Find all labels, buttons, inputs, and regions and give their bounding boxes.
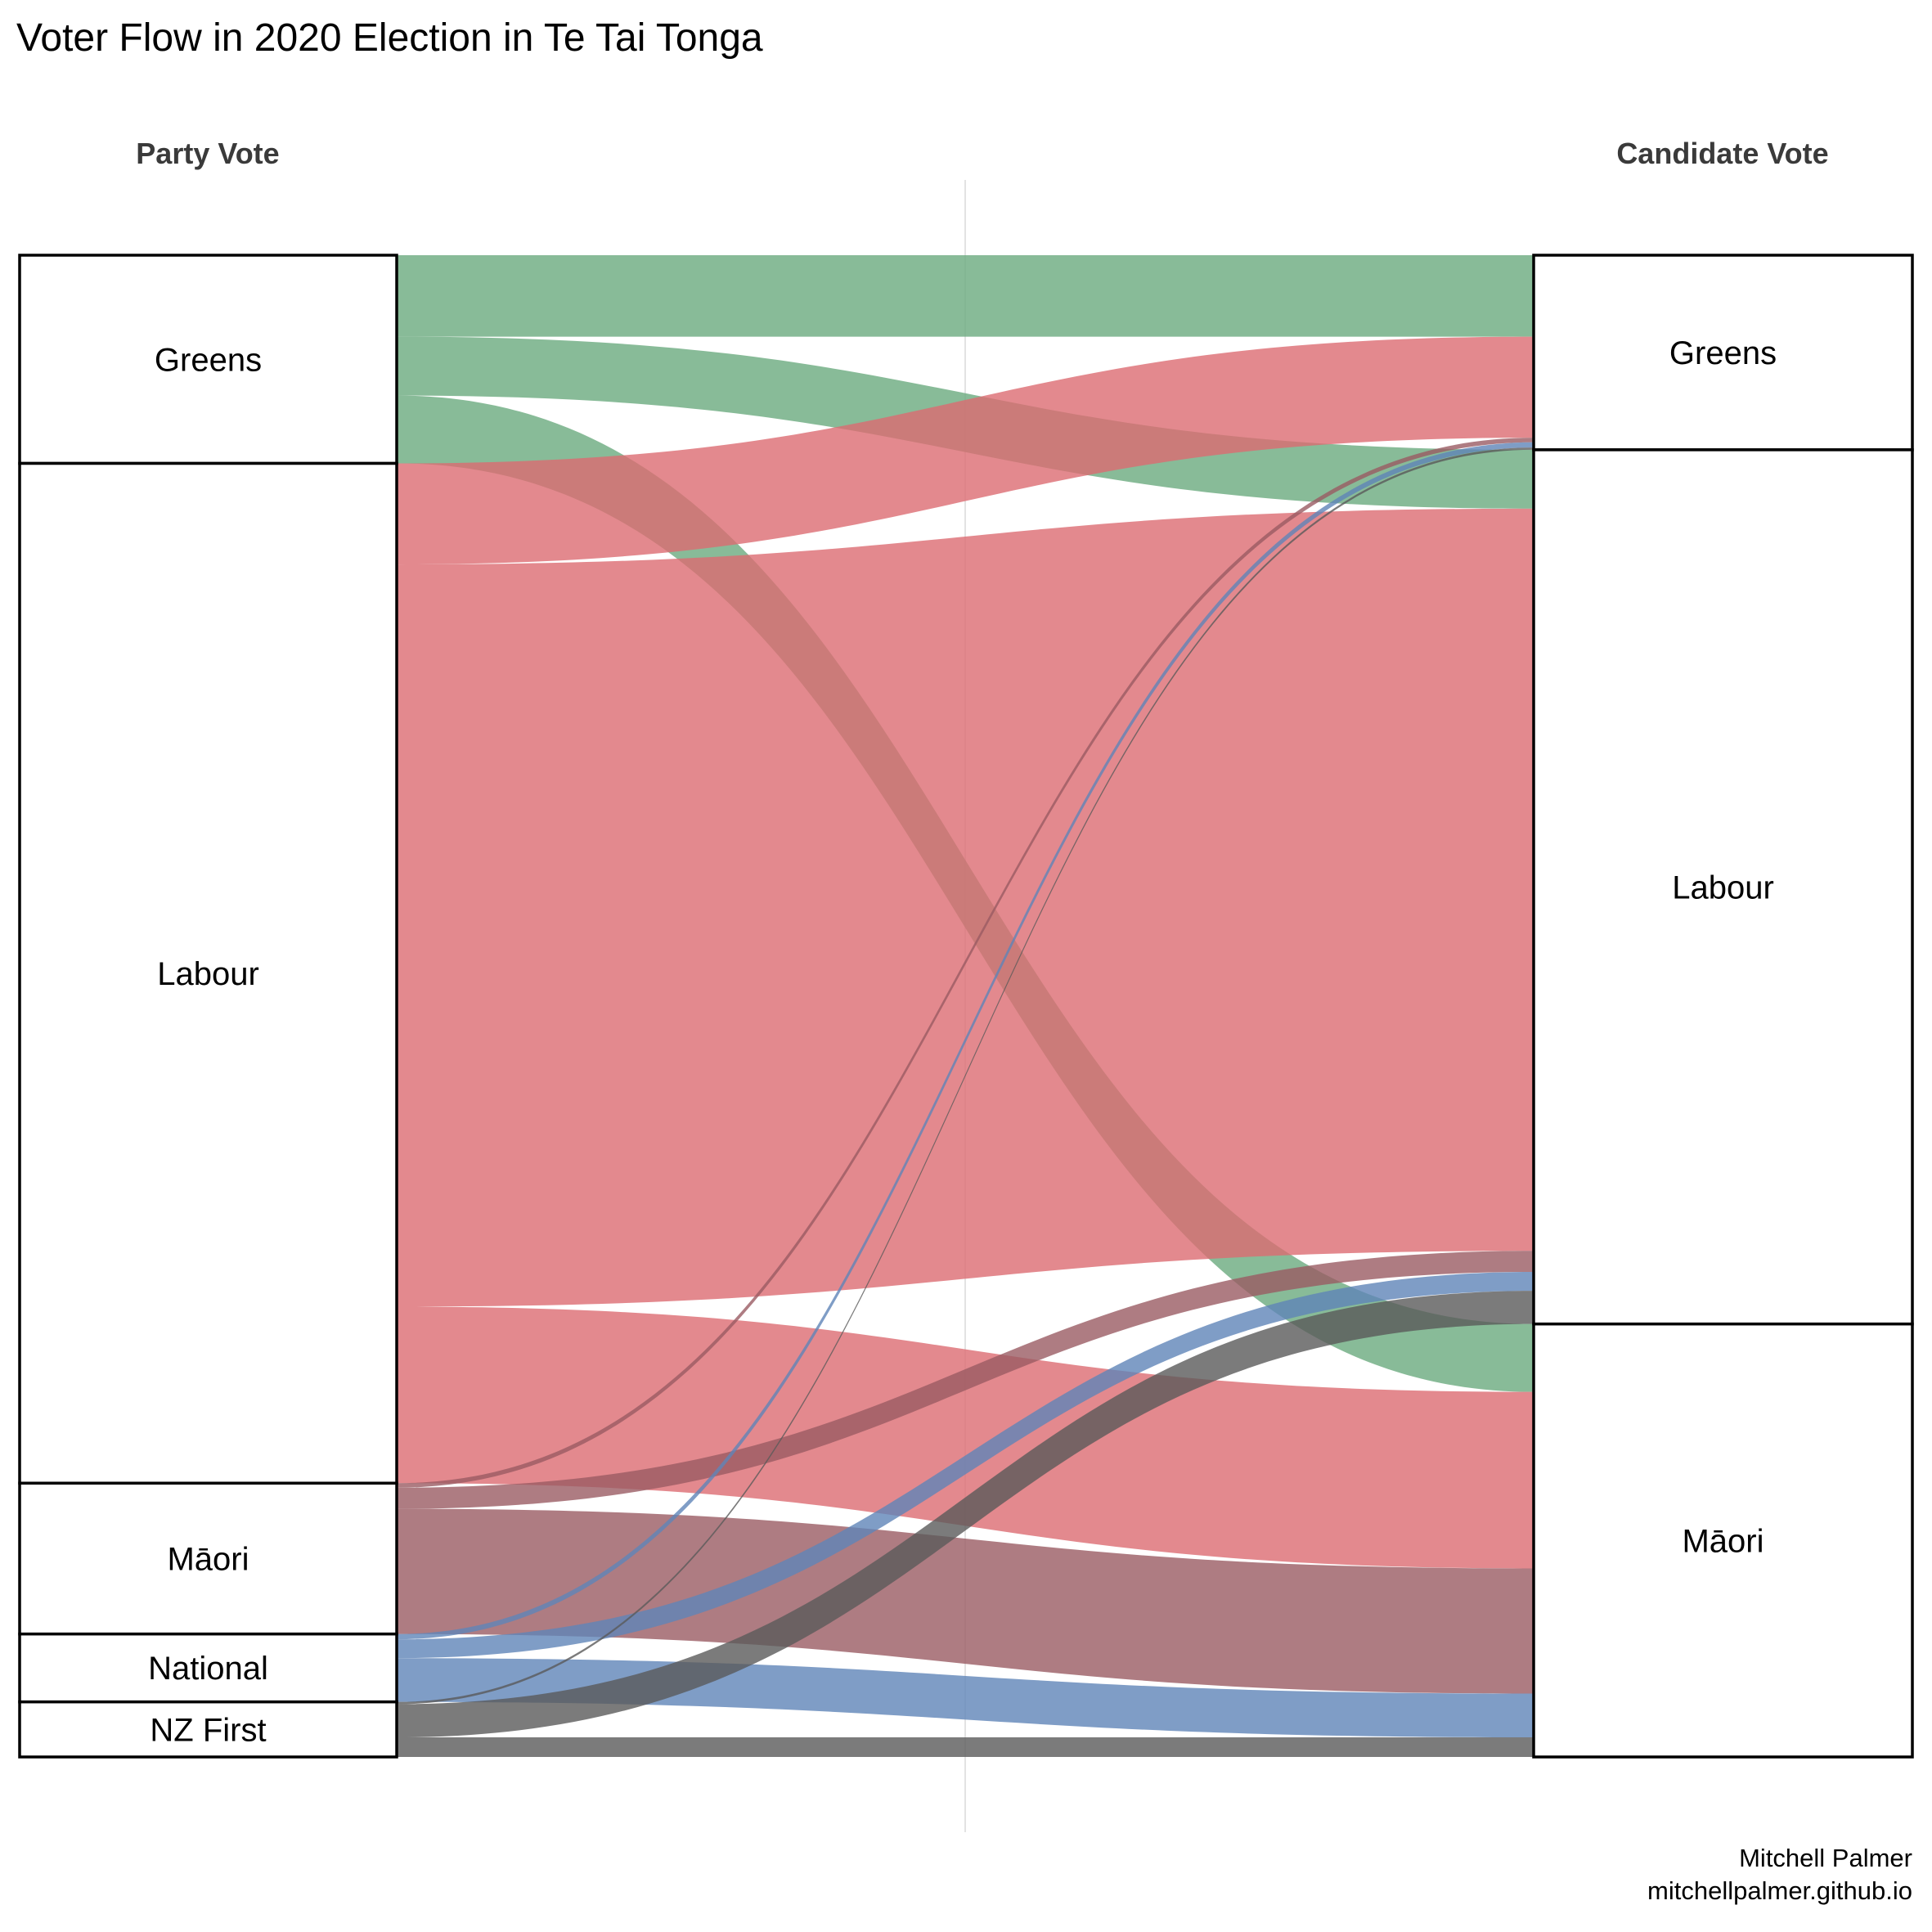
party-node-nz-first [18,1700,398,1759]
flow-greens-to-greens [397,255,1534,337]
party-node-national [18,1632,398,1704]
candidate-node-label-labour: Labour [1672,869,1774,905]
flow-maori-to-greens [397,438,1534,1488]
flows-layer [397,255,1534,1757]
flow-maori-to-maori [397,1508,1534,1694]
candidate-node-label-greens: Greens [1669,335,1777,371]
party-node-label-national: National [148,1651,268,1687]
flow-labour-to-labour [397,508,1534,1307]
party-node-label-maori: Māori [167,1541,249,1577]
candidate-node-maori [1532,1322,1914,1759]
axis-label-candidate-vote: Candidate Vote [1616,137,1828,170]
chart-title: Voter Flow in 2020 Election in Te Tai To… [16,16,763,60]
flow-national-to-greens [397,442,1534,1640]
flow-national-to-labour [397,1272,1534,1659]
party-node-label-labour: Labour [157,956,259,992]
flow-nz-first-to-maori [397,1737,1534,1757]
flow-labour-to-maori [397,1306,1534,1569]
flow-labour-to-greens [397,336,1534,565]
axis-label-party-vote: Party Vote [136,137,279,170]
party-node-label-greens: Greens [155,342,262,378]
flow-maori-to-labour [397,1251,1534,1509]
caption-website: mitchellpalmer.github.io [1647,1876,1912,1905]
candidate-node-labour [1532,448,1914,1326]
party-node-labour [18,461,398,1485]
flow-nz-first-to-labour [397,1291,1534,1738]
nodes-layer: Greens Labour Māori National NZ First Greens L… [18,254,1914,1759]
flow-nz-first-to-greens [397,447,1534,1705]
party-node-label-nz-first: NZ First [150,1712,266,1748]
candidate-node-label-maori: Māori [1682,1523,1764,1559]
candidate-node-greens [1532,254,1914,452]
party-node-maori [18,1481,398,1636]
caption-author: Mitchell Palmer [1739,1844,1912,1872]
